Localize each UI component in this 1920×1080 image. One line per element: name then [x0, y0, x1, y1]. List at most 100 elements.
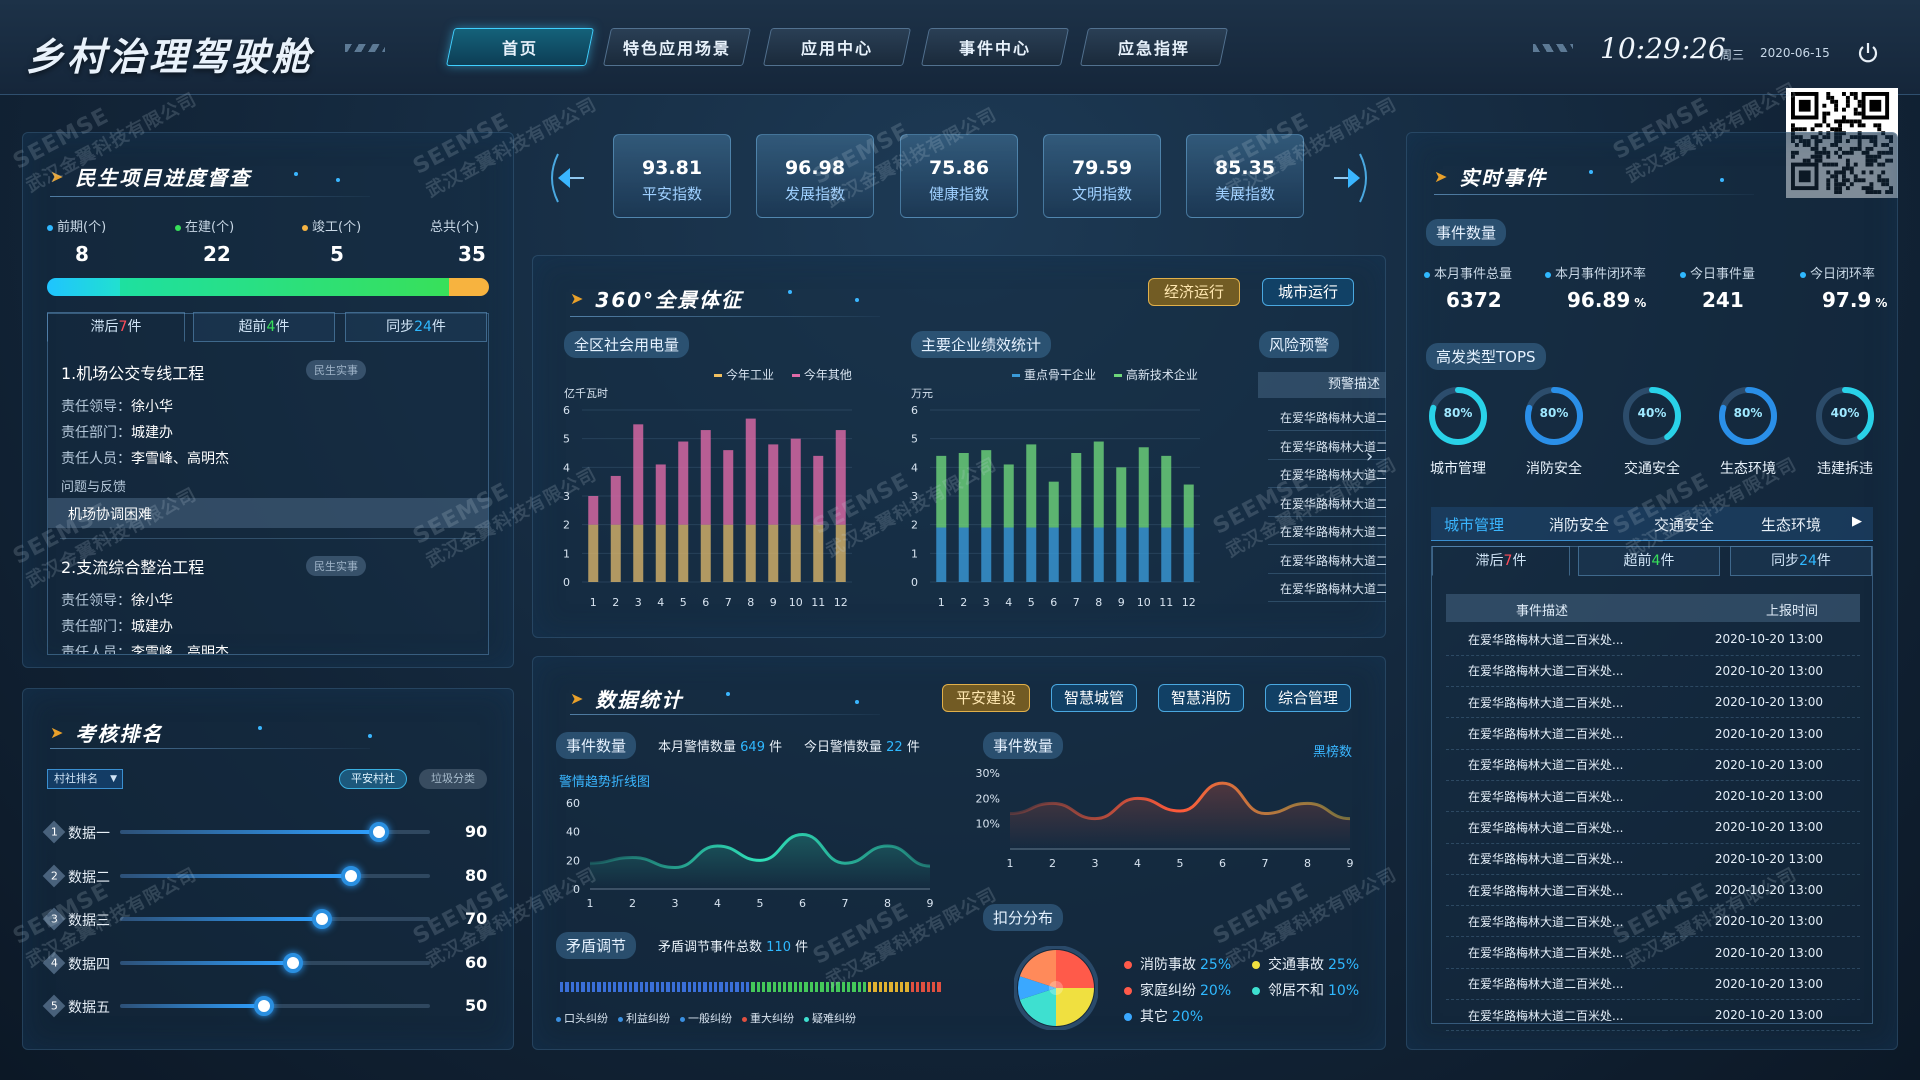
carousel-prev-icon[interactable]: [540, 148, 590, 208]
rank-knob[interactable]: [282, 952, 303, 973]
chevron-down-icon: ▼: [110, 774, 117, 784]
cat-tab-next-icon[interactable]: ▶: [1852, 514, 1862, 529]
series-line: [1009, 781, 1351, 821]
tab-ahead[interactable]: 超前4件: [193, 312, 335, 342]
risk-scroll-arrow-icon[interactable]: ›: [1366, 446, 1374, 467]
tab-sync[interactable]: 同步24件: [345, 312, 487, 342]
btn-smart-city[interactable]: 智慧城管: [1051, 684, 1137, 712]
risk-row[interactable]: 在爱华路梅林大道二: [1280, 553, 1386, 568]
table-row[interactable]: 在爱华路梅林大道二百米处... 2020-10-20 13:00: [1446, 811, 1860, 844]
x-tick-label: 9: [927, 897, 934, 910]
arrow-icon: ➤: [50, 723, 66, 742]
y-tick-label: 2: [911, 519, 918, 532]
conflict-segment: [565, 982, 569, 992]
index-card-health[interactable]: 75.86 健康指数: [900, 134, 1018, 218]
rank-knob[interactable]: [311, 909, 332, 929]
stat-dot: [175, 224, 181, 231]
perf-bar-top: [958, 453, 969, 528]
table-row[interactable]: 在爱华路梅林大道二百米处... 2020-10-20 13:00: [1446, 999, 1860, 1032]
event-desc: 在爱华路梅林大道二百米处...: [1446, 874, 1665, 907]
nav-app-center[interactable]: 应用中心: [762, 28, 912, 66]
table-row[interactable]: 在爱华路梅林大道二百米处... 2020-10-20 13:00: [1446, 624, 1860, 656]
project-name[interactable]: 2.支流综合整治工程: [61, 558, 205, 577]
stats-title-line: [570, 714, 880, 715]
subtab-lagging[interactable]: 滞后7件: [1432, 546, 1570, 576]
project-dept: 责任部门：城建办: [61, 425, 173, 441]
event-time: 2020-10-20 13:00: [1664, 843, 1860, 875]
event-desc: 在爱华路梅林大道二百米处...: [1446, 843, 1665, 875]
btn-safe-build[interactable]: 平安建设: [942, 684, 1030, 712]
deduct-chip: 扣分分布: [983, 904, 1064, 931]
cat-tab-city[interactable]: 城市管理: [1444, 516, 1505, 534]
subtab-ahead[interactable]: 超前4件: [1578, 546, 1720, 576]
table-row[interactable]: 在爱华路梅林大道二百米处... 2020-10-20 13:00: [1446, 749, 1860, 781]
index-card-beauty[interactable]: 85.35 美展指数: [1186, 134, 1304, 218]
power-bar-top: [768, 444, 779, 525]
ring-percent: 40%: [1637, 406, 1667, 420]
risk-row[interactable]: 在爱华路梅林大道二: [1280, 525, 1386, 539]
btn-city-ops[interactable]: 城市运行: [1262, 278, 1354, 306]
x-tick-label: 2: [612, 596, 619, 609]
nav-emergency[interactable]: 应急指挥: [1079, 28, 1229, 66]
nav-home[interactable]: 首页: [445, 28, 595, 66]
btn-safe-village[interactable]: 平安村社: [339, 769, 407, 789]
subtab-sync[interactable]: 同步24件: [1730, 546, 1872, 576]
table-row[interactable]: 在爱华路梅林大道二百米处... 2020-10-20 13:00: [1446, 905, 1860, 938]
conflict-segment: [868, 982, 872, 992]
conflict-segment: [613, 982, 617, 992]
table-row[interactable]: 在爱华路梅林大道二百米处... 2020-10-20 13:00: [1446, 717, 1860, 750]
btn-economy[interactable]: 经济运行: [1148, 278, 1240, 306]
conflict-segment: [634, 982, 638, 992]
blacklist-link[interactable]: 黑榜数: [1313, 745, 1353, 760]
rank-name: 数据一: [68, 826, 110, 842]
risk-row[interactable]: 在爱华路梅林大道二: [1280, 439, 1386, 454]
project-tag: 民生实事: [306, 360, 366, 380]
cat-tab-fire[interactable]: 消防安全: [1549, 516, 1610, 534]
risk-row[interactable]: 在爱华路梅林大道二: [1280, 496, 1386, 511]
today-alarm: 今日警情数量 22 件: [804, 740, 920, 755]
x-tick-label: 4: [1005, 596, 1012, 609]
event-desc: 在爱华路梅林大道二百米处...: [1446, 968, 1665, 1001]
carousel-next-icon[interactable]: [1328, 148, 1378, 208]
table-row[interactable]: 在爱华路梅林大道二百米处... 2020-10-20 13:00: [1446, 936, 1860, 969]
btn-integrated[interactable]: 综合管理: [1265, 684, 1351, 712]
perf-bar-top: [1026, 444, 1037, 528]
index-card-safety[interactable]: 93.81 平安指数: [613, 134, 731, 218]
table-row[interactable]: 在爱华路梅林大道二百米处... 2020-10-20 13:00: [1446, 686, 1860, 719]
arrow-icon: ➤: [570, 289, 586, 308]
risk-row[interactable]: 在爱华路梅林大道二: [1280, 468, 1386, 482]
risk-row[interactable]: 在爱华路梅林大道二: [1280, 411, 1386, 425]
ranking-select[interactable]: 村社排名 ▼: [47, 769, 123, 789]
rank-knob[interactable]: [254, 996, 275, 1016]
nav-event-center[interactable]: 事件中心: [920, 28, 1070, 66]
power-bar-top: [700, 430, 711, 525]
x-tick-label: 6: [1050, 596, 1057, 609]
index-card-civility[interactable]: 79.59 文明指数: [1043, 134, 1161, 218]
table-row[interactable]: 在爱华路梅林大道二百米处... 2020-10-20 13:00: [1446, 968, 1860, 1001]
risk-row[interactable]: 在爱华路梅林大道二: [1280, 582, 1386, 596]
power-icon[interactable]: [1855, 40, 1881, 66]
conflict-segment: [660, 982, 665, 992]
progress-tabs: 滞后7件 超前4件 同步24件: [47, 312, 487, 342]
cat-tab-traffic[interactable]: 交通安全: [1654, 516, 1715, 534]
index-card-development[interactable]: 96.98 发展指数: [756, 134, 874, 218]
perf-bar-top: [1048, 481, 1059, 528]
table-row[interactable]: 在爱华路梅林大道二百米处... 2020-10-20 13:00: [1446, 780, 1860, 813]
rank-value: 50: [465, 996, 488, 1015]
table-row[interactable]: 在爱华路梅林大道二百米处... 2020-10-20 13:00: [1446, 655, 1860, 688]
rank-knob[interactable]: [369, 822, 390, 842]
perf-bar-base: [936, 527, 947, 582]
power-bar-base: [723, 524, 734, 582]
nav-scenarios[interactable]: 特色应用场景: [602, 28, 752, 66]
btn-smart-fire[interactable]: 智慧消防: [1158, 684, 1244, 712]
arrow-icon: ➤: [1434, 167, 1450, 186]
cat-tab-ecology[interactable]: 生态环境: [1761, 516, 1822, 534]
table-row[interactable]: 在爱华路梅林大道二百米处... 2020-10-20 13:00: [1446, 843, 1860, 875]
title-dot: [1589, 170, 1593, 174]
rank-knob[interactable]: [340, 865, 361, 886]
btn-garbage[interactable]: 垃圾分类: [419, 769, 487, 789]
project-name[interactable]: 1.机场公交专线工程: [61, 364, 205, 383]
power-bar-base: [588, 524, 599, 582]
table-row[interactable]: 在爱华路梅林大道二百米处... 2020-10-20 13:00: [1446, 874, 1860, 907]
tab-lagging[interactable]: 滞后7件: [47, 312, 185, 342]
